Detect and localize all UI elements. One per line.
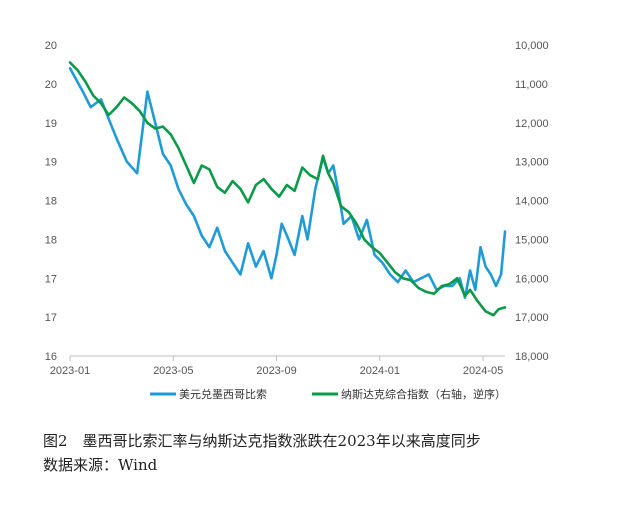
right-tick-label: 11,000	[515, 79, 548, 91]
x-tick-label: 2023-09	[256, 365, 296, 377]
left-axis-ticks: 20 20 19 19 18 18 17 17 16	[45, 40, 57, 363]
left-tick-label: 16	[45, 351, 57, 363]
right-tick-label: 18,000	[515, 351, 549, 363]
right-axis-ticks: 10,000 11,000 12,000 13,000 14,000 15,000 16,0…	[515, 40, 549, 363]
x-tick-label: 2024-05	[463, 365, 503, 377]
right-tick-label: 16,000	[515, 273, 549, 285]
legend: 美元兑墨西哥比索 纳斯达克综合指数（右轴，逆序）	[150, 387, 506, 401]
legend-label: 美元兑墨西哥比索	[179, 387, 267, 401]
x-tick-label: 2024-01	[360, 365, 400, 377]
left-tick-label: 18	[45, 234, 57, 246]
right-tick-label: 10,000	[515, 40, 549, 52]
data-source: 数据来源：Wind	[43, 456, 158, 474]
right-tick-label: 17,000	[515, 312, 549, 324]
left-tick-label: 20	[45, 79, 57, 91]
left-tick-label: 20	[45, 40, 57, 52]
left-tick-label: 19	[45, 118, 57, 130]
right-tick-label: 13,000	[515, 157, 549, 169]
x-tick-label: 2023-01	[50, 365, 90, 377]
series-lines	[68, 61, 507, 317]
series-nasdaq-line	[68, 61, 507, 317]
left-tick-label: 19	[45, 157, 57, 169]
x-axis-ticks: 2023-01 2023-05 2023-09 2024-01 2024-05	[50, 356, 503, 377]
right-tick-label: 12,000	[515, 118, 549, 130]
x-tick-label: 2023-05	[153, 365, 193, 377]
series-usd-mxn-line	[68, 67, 507, 300]
right-tick-label: 14,000	[515, 196, 549, 208]
left-tick-label: 18	[45, 196, 57, 208]
left-tick-label: 17	[45, 312, 57, 324]
left-tick-label: 17	[45, 273, 57, 285]
legend-label: 纳斯达克综合指数（右轴，逆序）	[341, 387, 506, 401]
dual-axis-line-chart: 20 20 19 19 18 18 17 17 16 10,000 11,000 12,000 13,…	[45, 40, 549, 401]
figure-caption: 图2 墨西哥比索汇率与纳斯达克指数涨跌在2023年以来高度同步	[43, 432, 481, 450]
right-tick-label: 15,000	[515, 234, 549, 246]
